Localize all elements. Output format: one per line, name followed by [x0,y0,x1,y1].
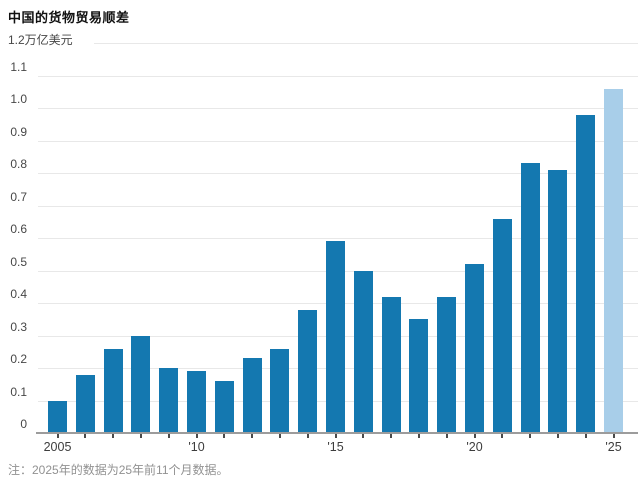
x-axis-tick [529,434,532,438]
y-axis-tick-label: 0.4 [10,287,27,301]
x-axis-tick [473,434,476,438]
y-axis-tick-label: 1.0 [10,92,27,106]
x-axis-tick [306,434,309,438]
y-axis-tick-label: 0.2 [10,352,27,366]
bar-2022 [520,163,540,433]
bar-2016 [353,270,373,433]
x-axis-tick [84,434,87,438]
x-axis-tick [362,434,365,438]
bar-2013 [270,348,290,433]
y-axis-tick-label: 0.1 [10,384,27,399]
x-axis-label: '10 [188,440,205,454]
bar-2009 [159,368,179,433]
y-axis-tick-label: 1.1 [10,59,27,74]
x-axis-label: '20 [466,440,483,454]
gridline [38,75,638,77]
y-axis-tick-label: 0.9 [10,124,27,139]
footnote: 注：2025年的数据为25年前11个月数据。 [8,463,229,477]
bar-2005 [48,400,67,433]
bar-2007 [103,348,123,433]
gridline [38,173,638,174]
y-axis-tick-label: 0.5 [10,254,27,269]
x-axis-label: 2005 [43,440,72,454]
x-axis-tick [56,434,59,438]
x-axis-tick [278,434,281,438]
y-axis-tick-label: 0.7 [10,189,27,204]
x-axis-label: '25 [605,440,622,454]
x-axis-tick [417,434,420,438]
x-axis-tick [167,434,170,438]
bar-2006 [75,374,95,433]
x-axis-tick [556,434,559,438]
bar-2018 [409,319,429,433]
y-axis-tick-label: 0.8 [10,157,27,171]
x-axis-tick [139,434,142,438]
bar-2012 [242,358,262,433]
x-axis-tick [390,434,393,438]
bar-2025 [604,88,623,433]
x-axis-tick [251,434,254,438]
plot-area [38,43,638,433]
bar-2021 [492,218,512,433]
bar-2008 [131,335,151,433]
bar-2017 [381,296,401,433]
gridline [38,108,638,109]
bar-2019 [437,296,457,433]
y-axis-tick-label: 0 [20,417,27,431]
y-axis-tick-label: 0.6 [10,222,27,236]
y-axis-tick-label: 0.3 [10,319,27,334]
bar-2020 [465,264,484,433]
x-axis-tick [223,434,226,438]
x-axis-tick [612,434,615,438]
x-axis-tick [334,434,337,438]
bar-2015 [326,241,345,433]
bar-2024 [576,114,596,433]
bar-2014 [298,309,318,433]
x-axis-label: '15 [327,440,344,454]
bar-2011 [214,381,234,433]
x-axis-tick [445,434,448,438]
x-axis-tick [584,434,587,438]
gridline [38,205,638,207]
x-axis-tick [501,434,504,438]
x-axis-baseline [36,432,638,434]
bar-2010 [187,371,206,433]
y-axis-unit-label: 1.2万亿美元 [8,33,73,47]
chart-title: 中国的货物贸易顺差 [8,10,130,25]
x-axis-tick [112,434,115,438]
bar-2023 [548,169,568,433]
gridline [38,140,638,142]
gridline-top [94,43,638,44]
gridline [38,238,638,239]
x-axis-tick [195,434,198,438]
